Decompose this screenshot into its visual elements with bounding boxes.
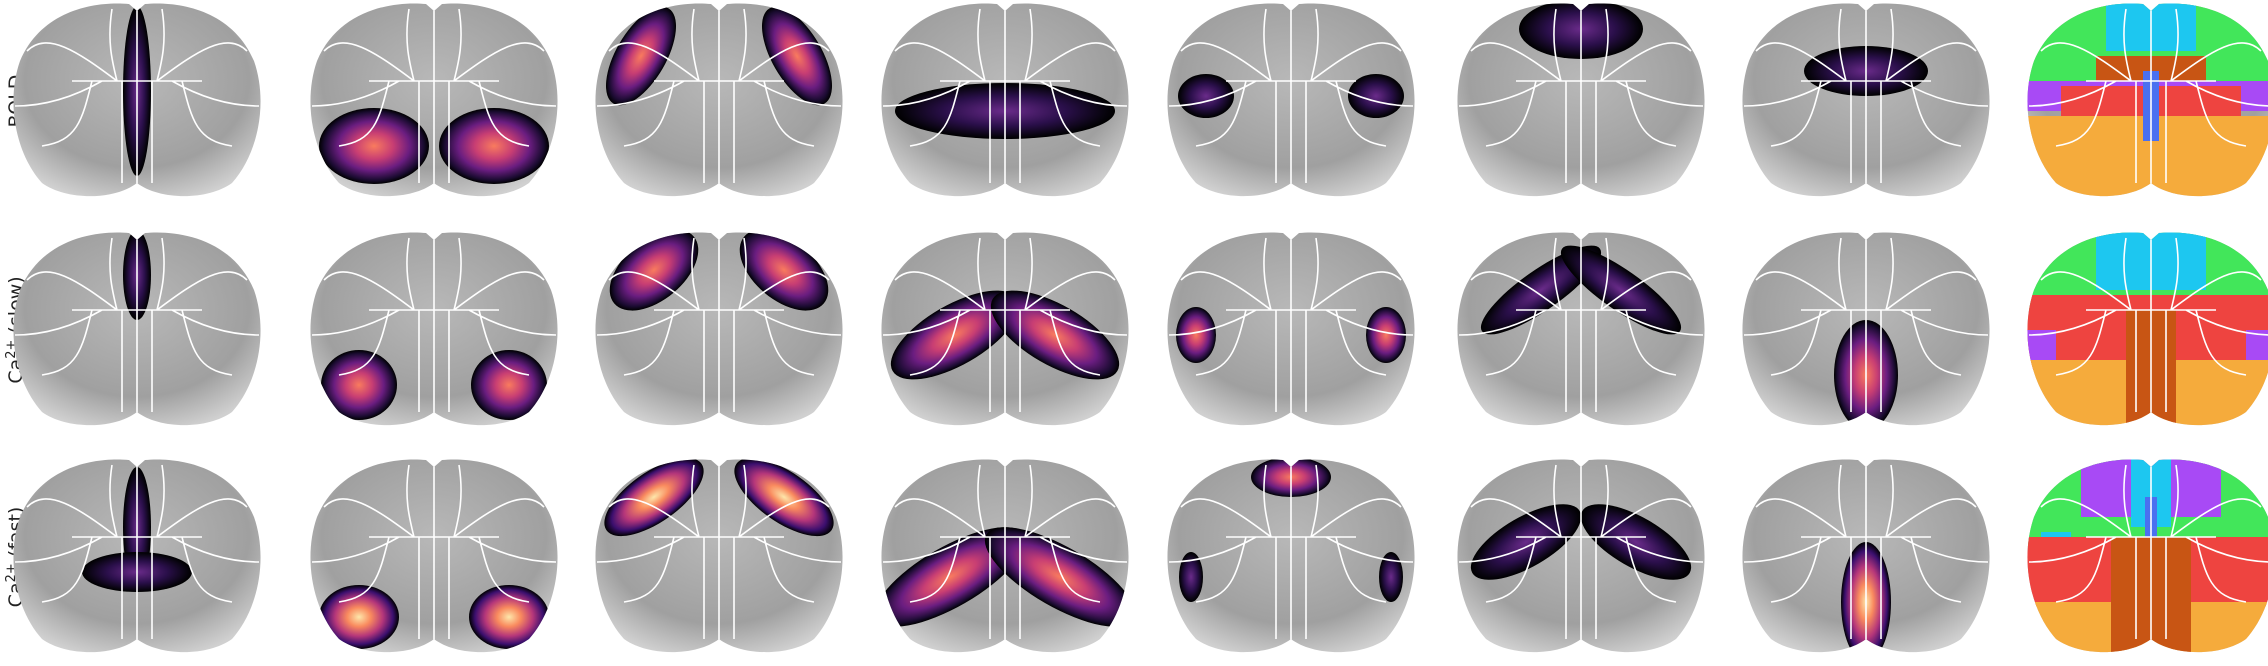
region-borders (1743, 464, 1989, 645)
brain-map (1167, 232, 1415, 426)
brain-map (310, 459, 558, 653)
region-borders (882, 8, 1128, 189)
activation-blob (319, 585, 399, 649)
activation-blob (604, 459, 704, 537)
region-borders (2028, 237, 2268, 418)
activation-blob (1348, 74, 1404, 118)
activation-blob (1470, 504, 1582, 580)
activation-blob (1176, 307, 1216, 363)
activation (2027, 459, 2268, 653)
brain-map (595, 232, 843, 426)
activation (311, 464, 557, 649)
brain-map (13, 3, 261, 197)
brain-map (1742, 459, 1990, 653)
brain-map (1457, 459, 1705, 653)
region-borders (596, 8, 842, 189)
activation-blob (321, 350, 397, 420)
activation (1168, 237, 1414, 418)
activation-blob (1580, 504, 1692, 580)
activation (1458, 3, 1704, 189)
region-borders (1168, 237, 1414, 418)
brain-map (881, 459, 1129, 653)
region-borders (311, 237, 557, 418)
activation (14, 464, 260, 645)
activation (596, 459, 842, 645)
activation-blob (762, 6, 832, 106)
brain-map (1742, 3, 1990, 197)
activation-blob (734, 459, 834, 537)
brain-map (2027, 232, 2268, 426)
brain-map (310, 232, 558, 426)
activation (1743, 237, 1989, 426)
region-borders (1458, 464, 1704, 645)
activation-blob (890, 290, 1020, 380)
activation-blob (1179, 552, 1203, 602)
activation-blob (319, 108, 429, 184)
region-borders (1458, 8, 1704, 189)
activation (881, 464, 1129, 645)
activation-blob (1178, 74, 1234, 118)
activation-blob (439, 108, 549, 184)
activation-blob (469, 585, 549, 649)
activation-blob (990, 290, 1120, 380)
brain-map (1457, 3, 1705, 197)
region-borders (14, 237, 260, 418)
region-borders (1168, 464, 1414, 645)
activation-blob (1366, 307, 1406, 363)
activation (311, 237, 557, 420)
region-borders (311, 8, 557, 189)
activation (596, 6, 842, 189)
brain-map (2027, 459, 2268, 653)
brain-map (881, 3, 1129, 197)
brain-map (13, 232, 261, 426)
region-borders (596, 237, 842, 418)
region-borders (2028, 8, 2268, 189)
region-borders (311, 464, 557, 645)
parcel (2041, 459, 2171, 557)
region-borders (14, 8, 260, 189)
brain-map (1167, 459, 1415, 653)
region-borders (14, 464, 260, 645)
brain-map (881, 232, 1129, 426)
brain-map (2027, 3, 2268, 197)
activation (1458, 464, 1704, 645)
activation (2027, 3, 2268, 197)
activation (882, 8, 1128, 189)
activation (2027, 232, 2268, 426)
brain-map (595, 3, 843, 197)
parcel (2027, 330, 2268, 360)
activation (14, 6, 260, 189)
activation (1458, 237, 1704, 418)
activation (1168, 8, 1414, 189)
activation (882, 237, 1128, 418)
activation (311, 8, 557, 189)
region-borders (1168, 8, 1414, 189)
activation (1743, 8, 1989, 189)
activation-blob (606, 6, 676, 106)
region-borders (882, 237, 1128, 418)
region-borders (882, 464, 1128, 645)
activation-blob (1379, 552, 1403, 602)
activation (14, 232, 260, 418)
activation (1743, 464, 1989, 653)
brain-map (1167, 3, 1415, 197)
activation (1168, 459, 1414, 645)
brain-map (1742, 232, 1990, 426)
region-borders (1743, 8, 1989, 189)
brain-grid (13, 3, 2268, 653)
brain-map (595, 459, 843, 653)
region-borders (2028, 464, 2268, 645)
brain-map (310, 3, 558, 197)
activation-blob (471, 350, 547, 420)
brain-map (1457, 232, 1705, 426)
brain-map (13, 459, 261, 653)
region-borders (1458, 237, 1704, 418)
region-borders (596, 464, 842, 645)
region-borders (1743, 237, 1989, 418)
activation-blob (1560, 245, 1682, 335)
